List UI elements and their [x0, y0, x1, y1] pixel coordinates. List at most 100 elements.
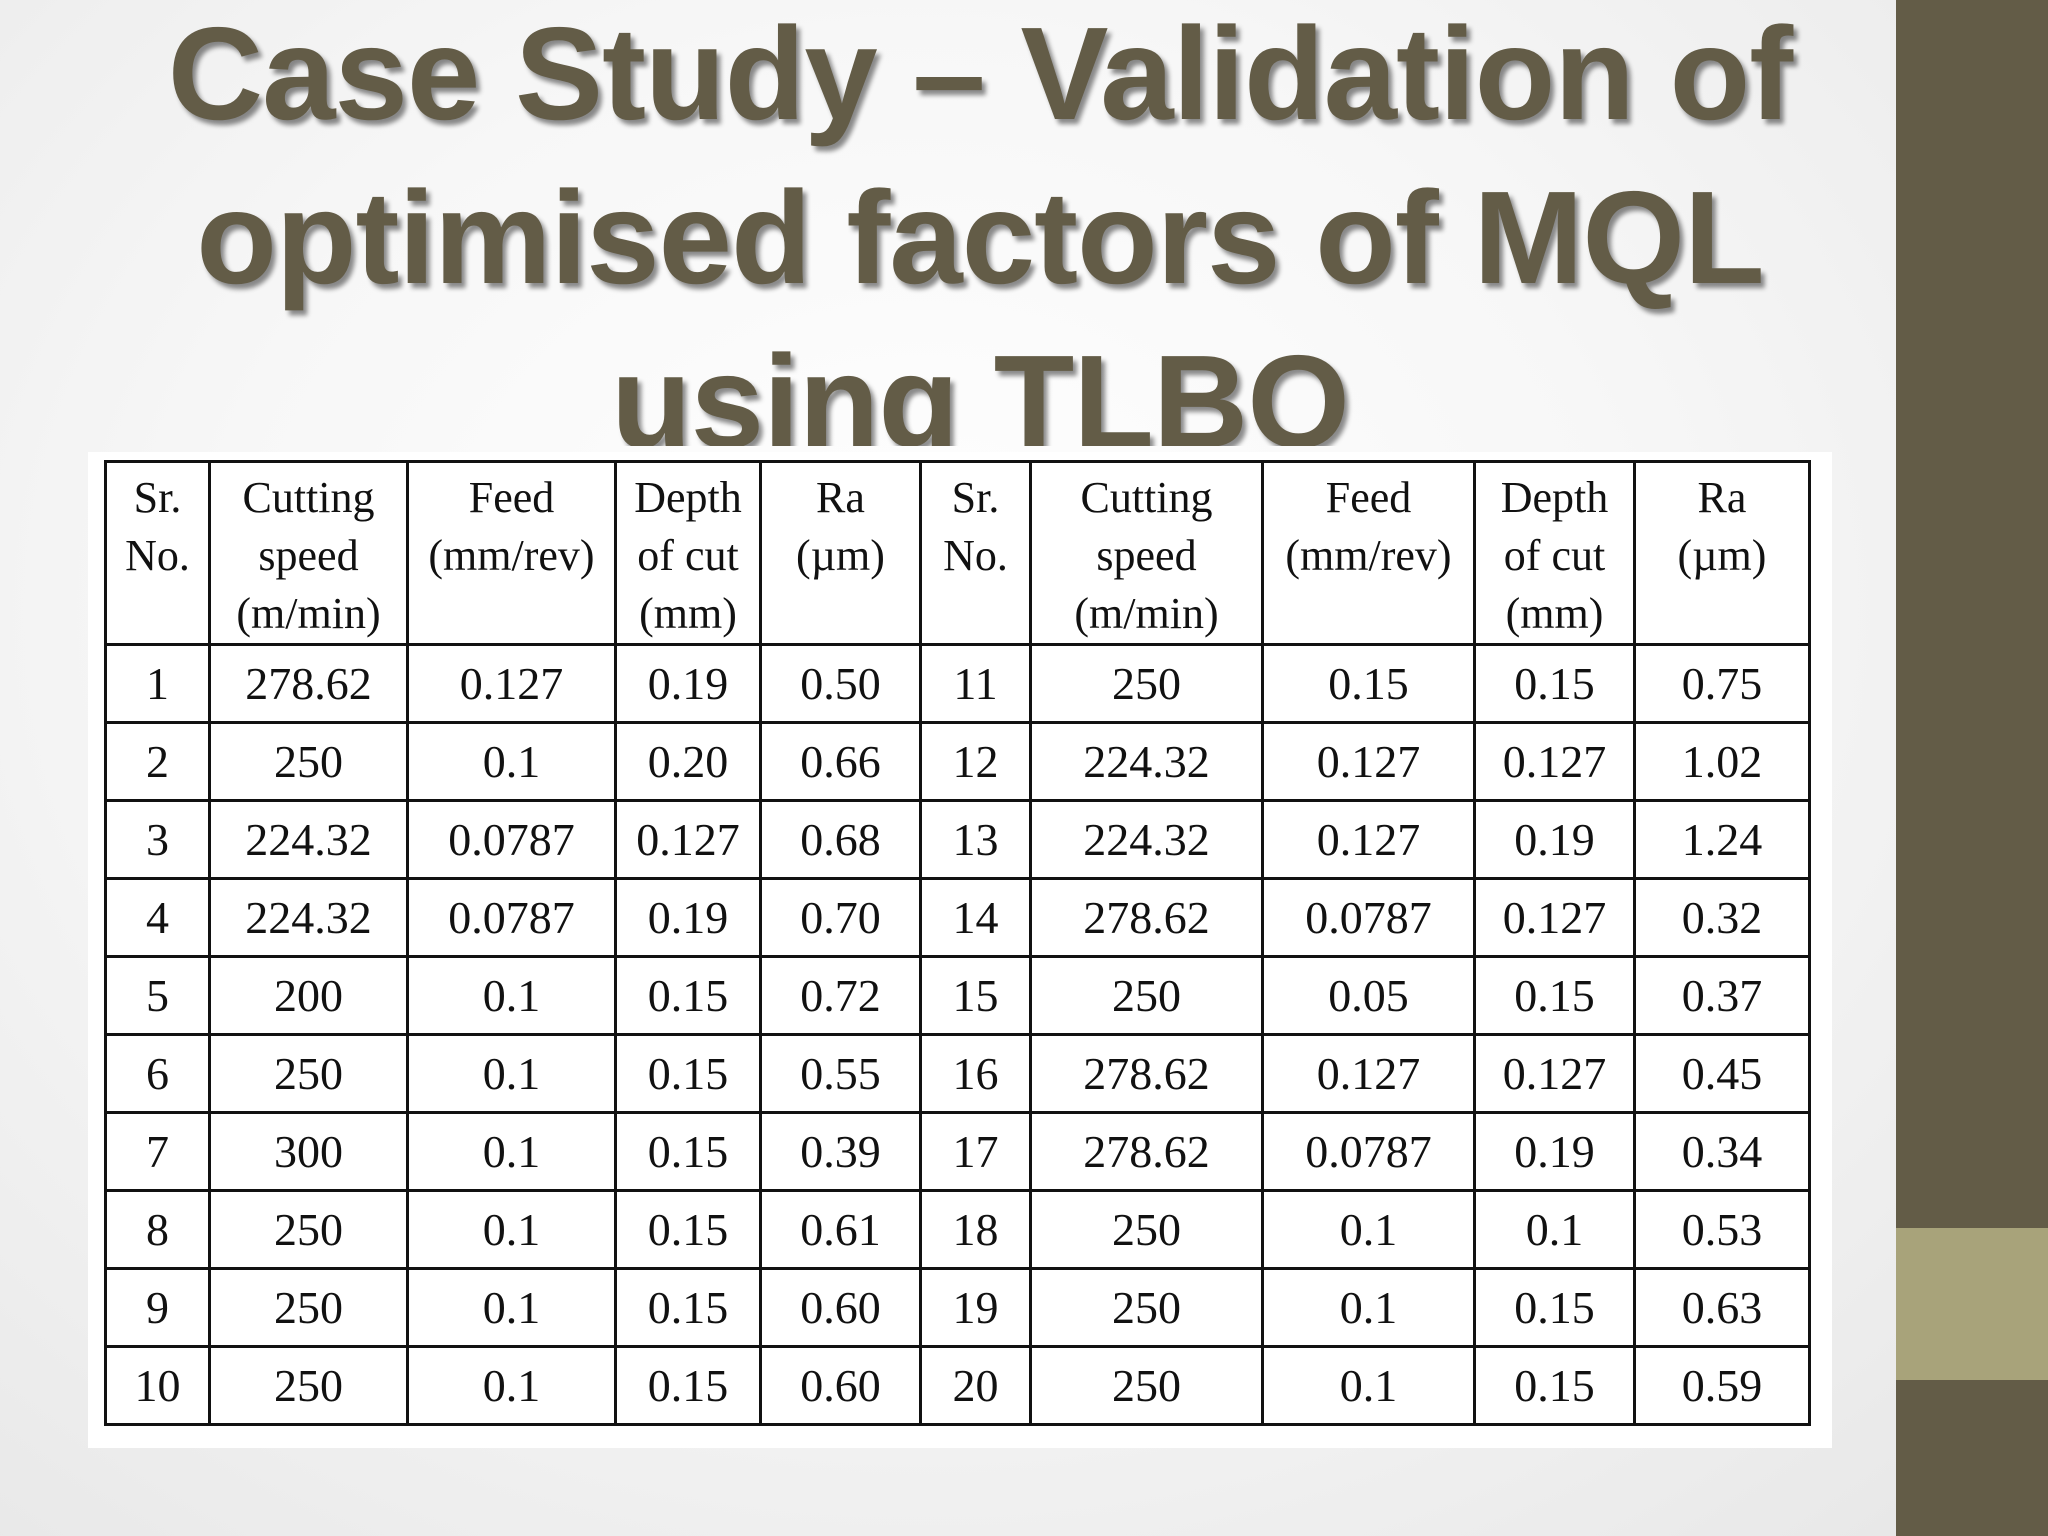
header-line: (mm) [639, 589, 737, 638]
header-line: Depth [634, 473, 742, 522]
header-line: Sr. [133, 473, 182, 522]
table-cell-feed: 0.1 [406, 1267, 617, 1348]
table-cell-feed-2: 0.1 [1261, 1267, 1476, 1348]
header-ra: Ra (µm) [759, 460, 922, 646]
table-row: 1 278.62 0.127 0.19 0.50 11 250 0.15 0.15 0.75 [104, 643, 1811, 724]
table-cell-sr-no-2: 15 [919, 955, 1032, 1036]
table-cell-feed-2: 0.15 [1261, 643, 1476, 724]
table-cell-depth-of-cut-2: 0.127 [1473, 877, 1636, 958]
table-cell-depth-of-cut-2: 0.19 [1473, 799, 1636, 880]
table-cell-sr-no-2: 19 [919, 1267, 1032, 1348]
title-line-2: optimised factors of MQL [196, 164, 1764, 311]
table-cell-depth-of-cut: 0.15 [614, 1111, 762, 1192]
table-cell-ra-2: 0.34 [1633, 1111, 1811, 1192]
table-cell-cutting-speed: 250 [208, 1345, 409, 1426]
table-cell-sr-no-2: 11 [919, 643, 1032, 724]
header-feed: Feed (mm/rev) [406, 460, 617, 646]
title-line-1: Case Study – Validation of [167, 0, 1793, 147]
table-cell-depth-of-cut-2: 0.127 [1473, 721, 1636, 802]
table-cell-feed-2: 0.0787 [1261, 1111, 1476, 1192]
table-cell-ra-2: 1.24 [1633, 799, 1811, 880]
table-cell-depth-of-cut-2: 0.19 [1473, 1111, 1636, 1192]
table-cell-ra-2: 0.45 [1633, 1033, 1811, 1114]
table-row: 9 250 0.1 0.15 0.60 19 250 0.1 0.15 0.63 [104, 1267, 1811, 1348]
table-cell-feed-2: 0.0787 [1261, 877, 1476, 958]
table-cell-ra-2: 0.75 [1633, 643, 1811, 724]
header-line: speed [258, 531, 359, 580]
table-cell-feed: 0.0787 [406, 877, 617, 958]
table-cell-depth-of-cut: 0.15 [614, 1345, 762, 1426]
table-cell-feed: 0.127 [406, 643, 617, 724]
table-cell-sr-no: 3 [104, 799, 211, 880]
table-cell-feed-2: 0.1 [1261, 1345, 1476, 1426]
table-cell-ra: 0.68 [759, 799, 922, 880]
table-row: 7 300 0.1 0.15 0.39 17 278.62 0.0787 0.19 0.34 [104, 1111, 1811, 1192]
table-cell-cutting-speed: 224.32 [208, 799, 409, 880]
table-cell-depth-of-cut: 0.127 [614, 799, 762, 880]
table-cell-ra: 0.55 [759, 1033, 922, 1114]
table-cell-ra-2: 0.32 [1633, 877, 1811, 958]
header-cutting-speed-2: Cutting speed (m/min) [1029, 460, 1264, 646]
table-cell-sr-no: 10 [104, 1345, 211, 1426]
table-cell-sr-no: 7 [104, 1111, 211, 1192]
table-cell-depth-of-cut-2: 0.15 [1473, 1345, 1636, 1426]
table-cell-depth-of-cut: 0.15 [614, 955, 762, 1036]
table-cell-feed: 0.1 [406, 955, 617, 1036]
header-line: (µm) [796, 531, 885, 580]
table-cell-cutting-speed: 250 [208, 721, 409, 802]
table-cell-sr-no: 2 [104, 721, 211, 802]
table-cell-cutting-speed: 250 [208, 1267, 409, 1348]
table-cell-depth-of-cut-2: 0.15 [1473, 643, 1636, 724]
header-ra-2: Ra (µm) [1633, 460, 1811, 646]
header-depth-of-cut-2: Depth of cut (mm) [1473, 460, 1636, 646]
table-cell-ra-2: 1.02 [1633, 721, 1811, 802]
table-cell-ra: 0.50 [759, 643, 922, 724]
table-cell-cutting-speed: 250 [208, 1189, 409, 1270]
table-row: 2 250 0.1 0.20 0.66 12 224.32 0.127 0.127 1.02 [104, 721, 1811, 802]
table-cell-cutting-speed: 200 [208, 955, 409, 1036]
table-cell-cutting-speed-2: 224.32 [1029, 799, 1264, 880]
header-line: No. [125, 531, 190, 580]
header-sr-no: Sr. No. [104, 460, 211, 646]
table-cell-cutting-speed-2: 250 [1029, 955, 1264, 1036]
table-cell-cutting-speed-2: 278.62 [1029, 1033, 1264, 1114]
table-cell-ra: 0.70 [759, 877, 922, 958]
table-cell-cutting-speed: 224.32 [208, 877, 409, 958]
title-line-3: using TLBO [611, 328, 1350, 446]
table-cell-depth-of-cut: 0.15 [614, 1189, 762, 1270]
side-decor-accent [1896, 1228, 2048, 1380]
header-line: (µm) [1677, 531, 1767, 580]
table-body: 1 278.62 0.127 0.19 0.50 11 250 0.15 0.15 0.75 2 25… [104, 643, 1811, 1426]
table-cell-ra: 0.61 [759, 1189, 922, 1270]
table-cell-ra-2: 0.59 [1633, 1345, 1811, 1426]
header-line: Ra [816, 473, 865, 522]
table-cell-depth-of-cut-2: 0.15 [1473, 1267, 1636, 1348]
table-cell-sr-no-2: 16 [919, 1033, 1032, 1114]
table-row: 3 224.32 0.0787 0.127 0.68 13 224.32 0.127 0.19 1… [104, 799, 1811, 880]
header-depth-of-cut: Depth of cut (mm) [614, 460, 762, 646]
title-area: Case Study – Validation of optimised fac… [110, 0, 1850, 446]
table-cell-sr-no-2: 20 [919, 1345, 1032, 1426]
table-cell-feed-2: 0.127 [1261, 799, 1476, 880]
table-cell-ra: 0.39 [759, 1111, 922, 1192]
table-cell-sr-no: 6 [104, 1033, 211, 1114]
header-line: No. [943, 531, 1008, 580]
header-line: Cutting [1080, 473, 1213, 522]
table-cell-feed-2: 0.127 [1261, 721, 1476, 802]
table-cell-cutting-speed: 250 [208, 1033, 409, 1114]
table-cell-feed: 0.1 [406, 721, 617, 802]
header-line: (mm) [1505, 589, 1604, 638]
results-table: Sr. No. Cutting speed (m/min) Feed (mm/rev) Dep… [104, 460, 1811, 1426]
table-cell-sr-no-2: 18 [919, 1189, 1032, 1270]
table-cell-feed: 0.1 [406, 1345, 617, 1426]
table-cell-feed-2: 0.05 [1261, 955, 1476, 1036]
table-cell-sr-no-2: 17 [919, 1111, 1032, 1192]
table-cell-depth-of-cut: 0.15 [614, 1033, 762, 1114]
table-row: 8 250 0.1 0.15 0.61 18 250 0.1 0.1 0.53 [104, 1189, 1811, 1270]
table-cell-depth-of-cut: 0.15 [614, 1267, 762, 1348]
table-cell-cutting-speed: 300 [208, 1111, 409, 1192]
table-cell-cutting-speed-2: 278.62 [1029, 1111, 1264, 1192]
table-row: 10 250 0.1 0.15 0.60 20 250 0.1 0.15 0.59 [104, 1345, 1811, 1426]
table-cell-feed: 0.1 [406, 1033, 617, 1114]
header-sr-no-2: Sr. No. [919, 460, 1032, 646]
